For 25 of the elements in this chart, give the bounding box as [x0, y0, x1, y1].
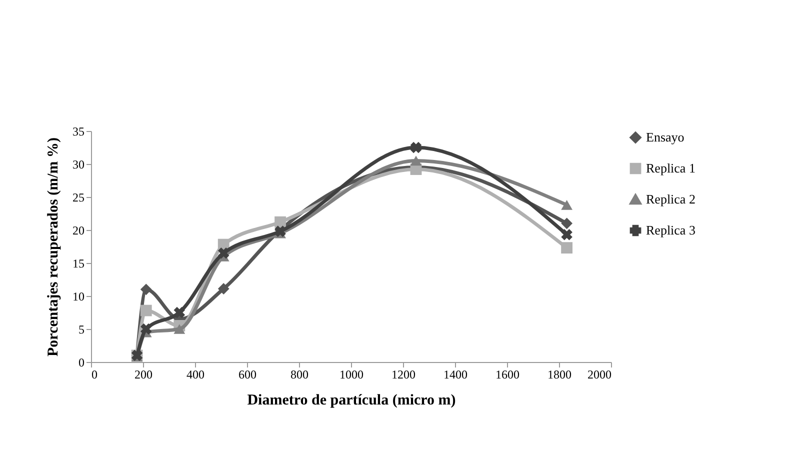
legend-label: Ensayo [646, 130, 684, 144]
x-tick-label: 400 [186, 368, 204, 382]
x-tick-label: 200 [134, 368, 152, 382]
x-axis-title: Diametro de partícula (micro m) [247, 392, 456, 408]
x-tick-label: 600 [238, 368, 256, 382]
x-tick-label: 1200 [392, 368, 416, 382]
y-tick-label: 5 [78, 322, 84, 336]
x-tick-label: 800 [290, 368, 308, 382]
y-tick-label: 30 [72, 158, 84, 172]
x-tick-label: 1000 [340, 368, 364, 382]
x-tick-label: 1600 [496, 368, 520, 382]
y-axis-title: Porcentajes recuperados (m/m %) [46, 138, 62, 356]
x-tick-label: 1800 [548, 368, 572, 382]
y-tick-label: 15 [72, 256, 84, 270]
y-tick-label: 0 [78, 356, 84, 370]
x-tick-label: 1400 [444, 368, 468, 382]
x-tick-label: 0 [92, 368, 98, 382]
x-tick-label: 2000 [588, 368, 612, 382]
legend-label: Replica 1 [646, 160, 696, 176]
y-tick-label: 25 [72, 190, 84, 204]
y-tick-label: 20 [72, 224, 84, 238]
legend-label: Replica 3 [646, 222, 696, 238]
y-tick-label: 10 [72, 290, 84, 304]
legend-label: Replica 2 [646, 192, 696, 206]
y-tick-label: 35 [72, 124, 84, 138]
